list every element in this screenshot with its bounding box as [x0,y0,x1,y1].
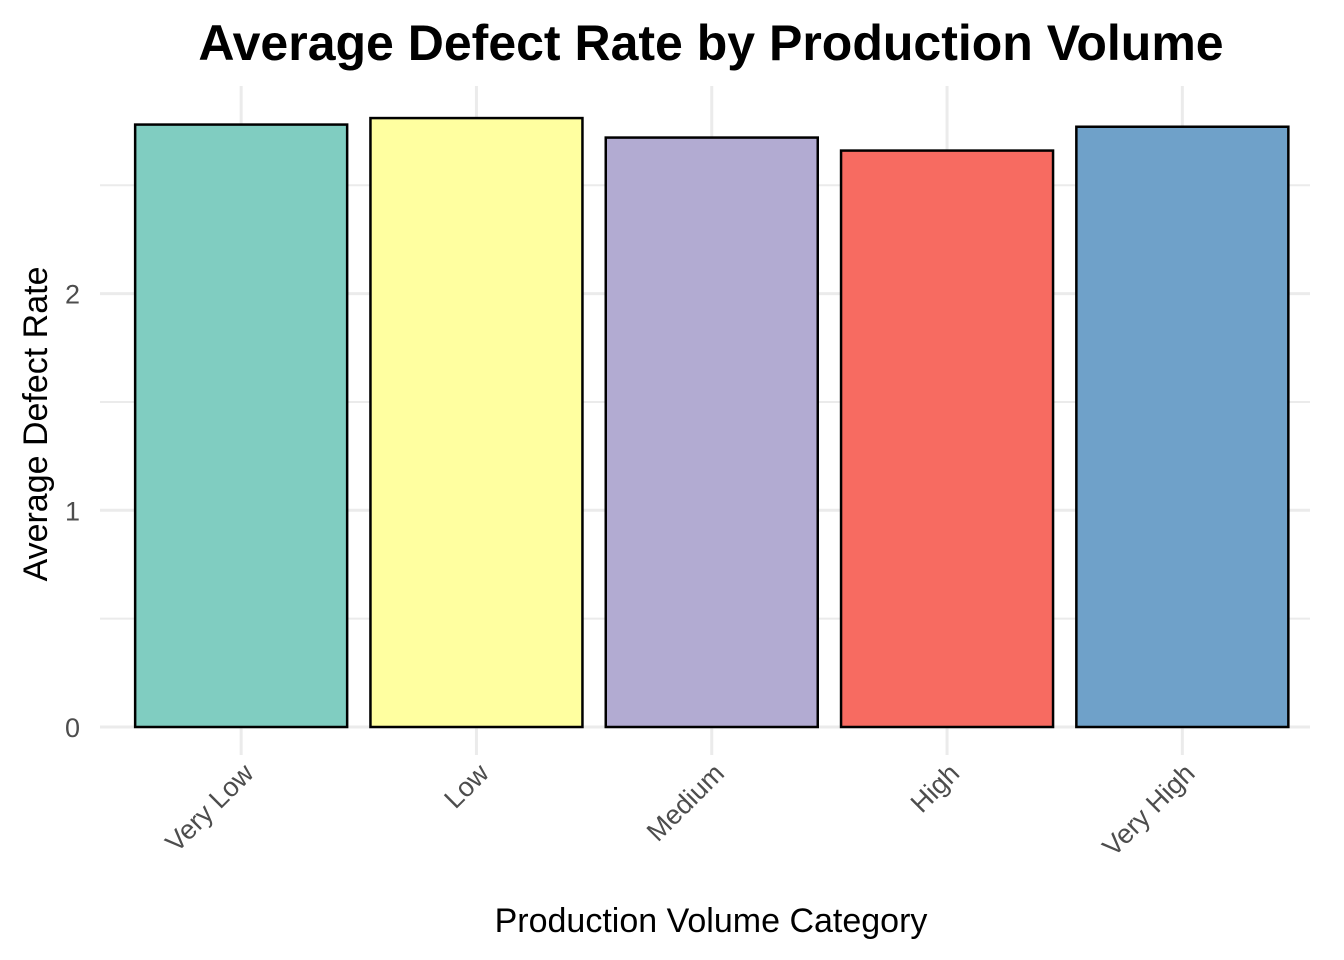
x-tick-label: Very High [1097,758,1201,862]
bars-layer [133,116,1290,729]
y-axis-title: Average Defect Rate [17,267,55,582]
x-tick-label: Medium [641,758,730,847]
chart-title: Average Defect Rate by Production Volume [198,15,1223,71]
x-tick-label: Very Low [160,758,260,858]
y-tick-label: 1 [65,496,80,526]
bar-low [369,116,584,729]
bar-very-low [133,123,349,729]
y-axis-ticks: 0 1 2 [65,280,80,743]
x-tick-label: Low [438,758,495,815]
x-axis-ticks: Very Low Low Medium High Very High [160,758,1201,862]
y-tick-label: 0 [65,713,80,743]
x-tick-label: High [905,758,965,818]
x-axis-title: Production Volume Category [495,902,928,940]
bar-medium [604,136,819,729]
y-tick-label: 2 [65,280,80,310]
bar-high [839,149,1055,729]
bar-very-high [1075,125,1290,729]
